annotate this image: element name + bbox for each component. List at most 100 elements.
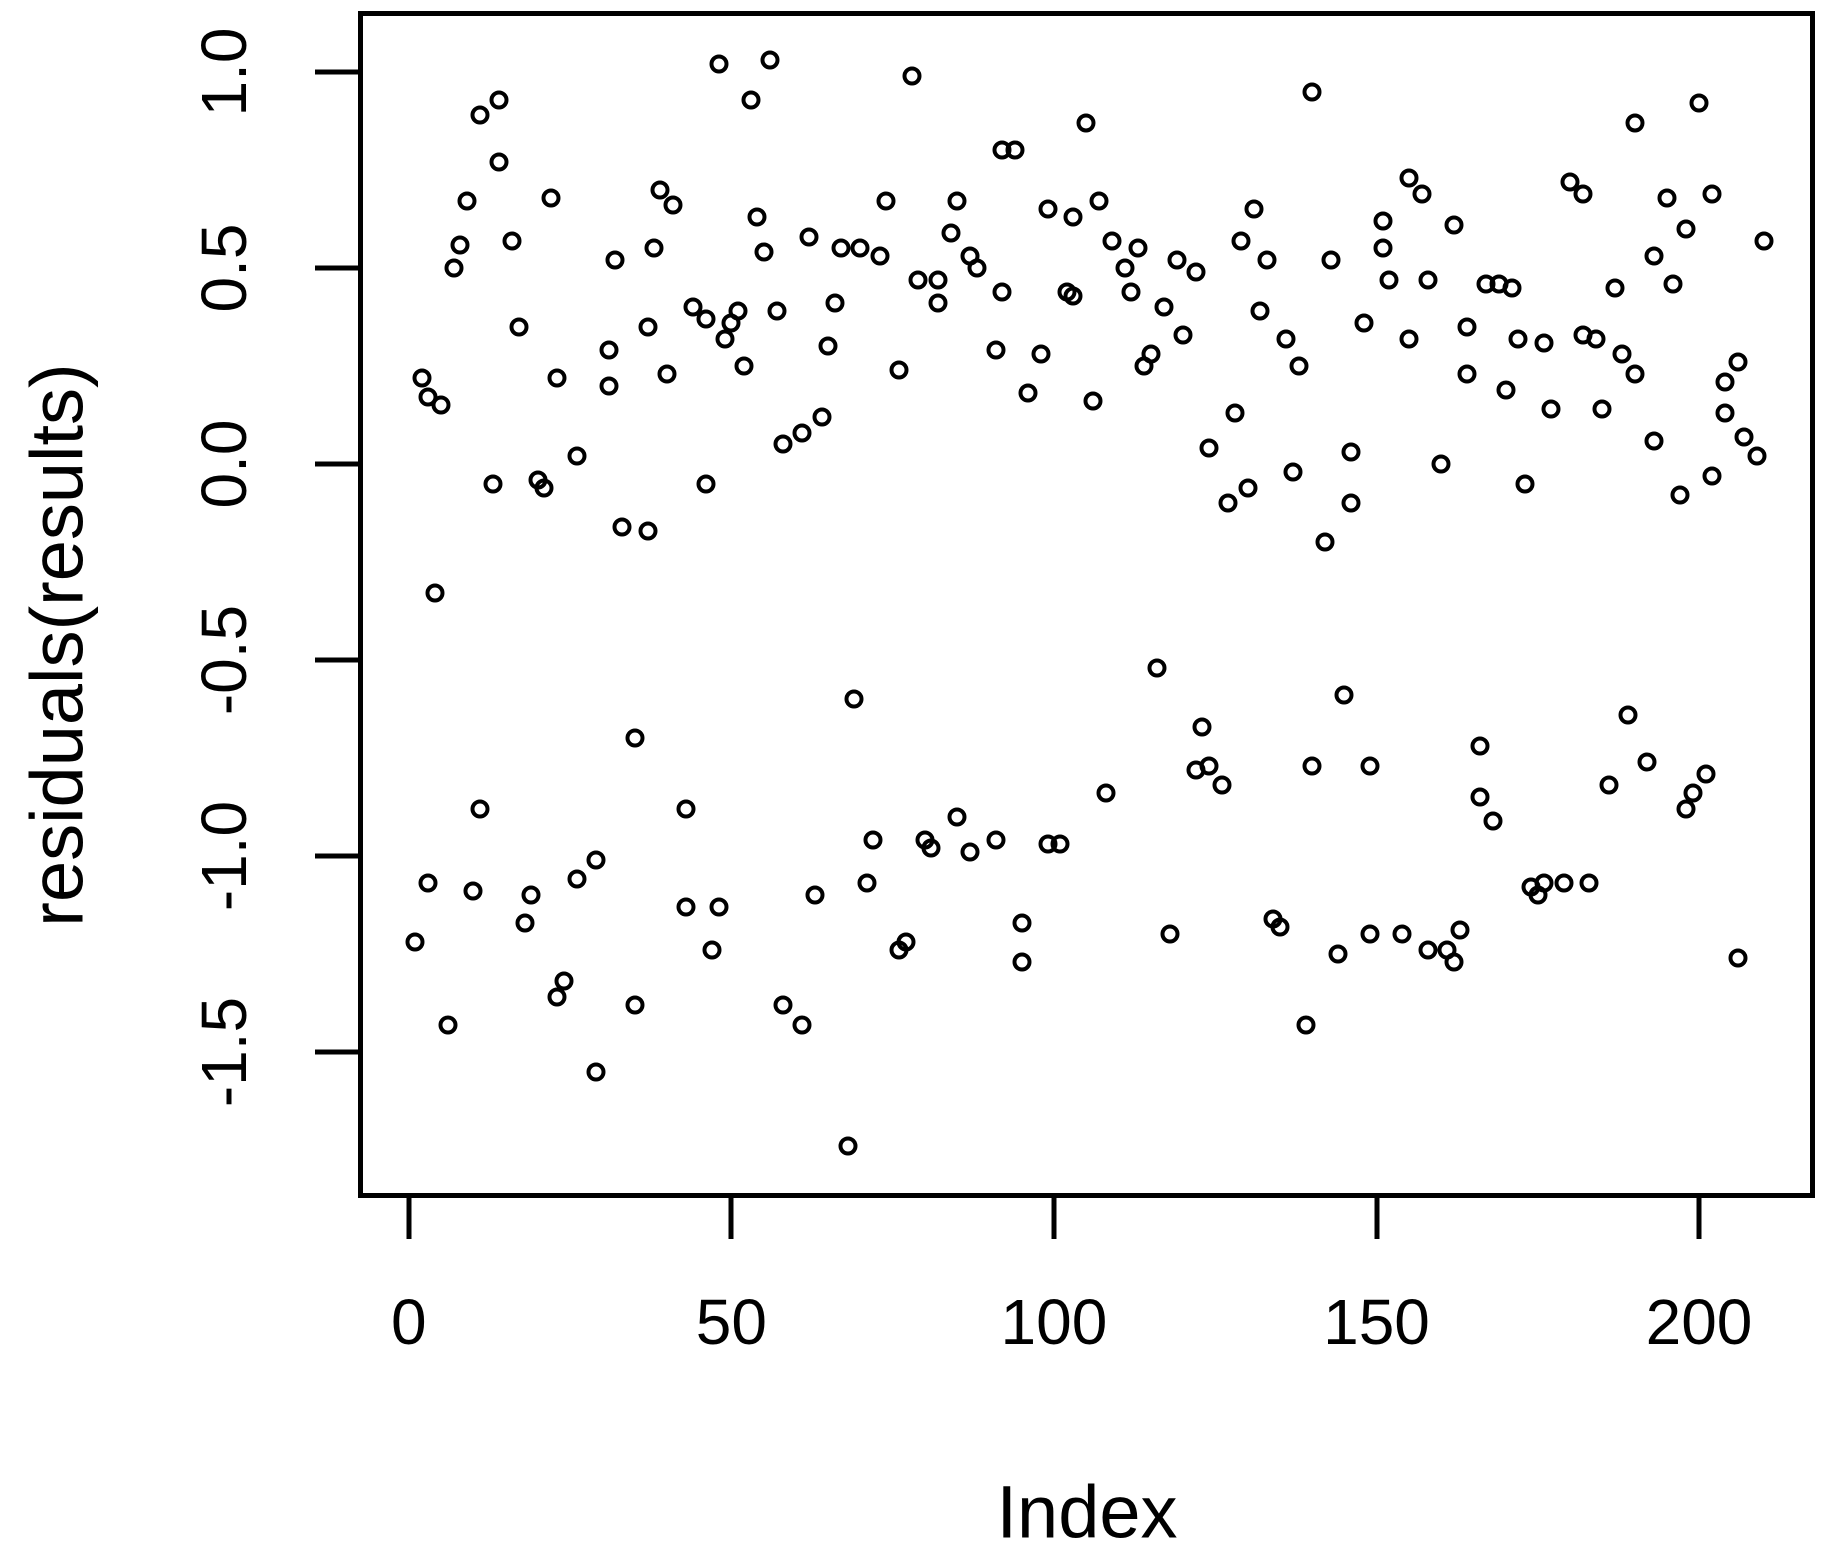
data-point — [1038, 199, 1057, 219]
data-point — [1637, 752, 1657, 772]
data-point — [773, 434, 793, 454]
data-point — [509, 317, 528, 337]
data-point — [1328, 944, 1348, 964]
data-point — [1605, 278, 1625, 298]
data-point — [1173, 325, 1193, 345]
data-point — [650, 180, 670, 200]
data-point — [1283, 462, 1303, 482]
data-point — [1715, 372, 1735, 392]
data-point — [1670, 485, 1690, 505]
data-point — [547, 987, 567, 1007]
data-point — [799, 227, 819, 247]
data-point — [515, 913, 535, 933]
data-point — [586, 1062, 606, 1081]
data-point — [741, 90, 761, 109]
data-point — [1186, 262, 1206, 282]
data-point — [1508, 329, 1528, 349]
data-point — [1341, 442, 1361, 462]
data-point — [825, 293, 845, 313]
data-point — [1218, 493, 1238, 513]
data-point — [715, 329, 735, 349]
data-point — [1644, 246, 1664, 266]
data-point — [986, 340, 1006, 360]
data-point — [1496, 380, 1515, 399]
data-point — [870, 246, 890, 266]
x-tick-label: 0 — [391, 1286, 427, 1358]
data-point — [928, 270, 948, 290]
data-point — [921, 838, 941, 858]
y-axis-label: residuals(results) — [15, 363, 99, 927]
data-point — [986, 830, 1006, 850]
data-point — [1612, 344, 1632, 364]
data-point — [902, 66, 922, 86]
data-point — [638, 521, 657, 541]
y-tick-label: 0.0 — [188, 419, 260, 509]
data-point — [850, 238, 870, 258]
data-point — [1431, 454, 1451, 474]
data-point — [1676, 219, 1696, 239]
data-point — [1076, 113, 1096, 133]
data-point — [1657, 188, 1677, 207]
data-point — [683, 297, 703, 317]
data-point — [1683, 783, 1703, 803]
data-point — [754, 242, 774, 262]
data-point — [470, 799, 490, 819]
data-point — [457, 191, 477, 211]
data-point — [638, 317, 657, 337]
x-axis-label: Index — [996, 1470, 1178, 1554]
data-point — [1212, 775, 1232, 795]
data-point — [483, 474, 503, 494]
data-point — [567, 869, 586, 889]
data-point — [599, 340, 619, 360]
data-point — [605, 250, 625, 270]
data-point — [1644, 431, 1664, 450]
data-point — [1096, 783, 1115, 803]
data-point — [521, 885, 541, 905]
data-point — [1302, 756, 1322, 776]
data-point — [1728, 352, 1748, 372]
data-point — [1050, 834, 1070, 854]
data-point — [1399, 168, 1419, 188]
data-point — [844, 689, 864, 709]
data-point — [1296, 1015, 1315, 1034]
x-tick-mark — [728, 1193, 734, 1239]
data-point — [663, 195, 683, 215]
x-tick-mark — [1051, 1193, 1057, 1239]
data-point — [831, 238, 851, 258]
data-point — [805, 885, 825, 905]
data-point — [625, 995, 645, 1015]
data-point — [696, 309, 716, 329]
data-point — [1663, 274, 1683, 294]
data-point — [450, 235, 470, 254]
data-point — [1063, 207, 1083, 227]
data-point — [773, 995, 793, 1015]
data-point — [1341, 493, 1361, 513]
data-point — [1192, 717, 1212, 737]
data-point — [1444, 215, 1464, 235]
data-point — [1418, 270, 1438, 290]
data-point — [1502, 278, 1522, 298]
data-point — [1257, 250, 1277, 270]
data-point — [1115, 258, 1135, 278]
data-point — [1270, 917, 1290, 936]
data-point — [1141, 344, 1161, 364]
data-point — [1199, 438, 1219, 458]
data-point — [1418, 940, 1438, 960]
data-point — [863, 830, 883, 850]
data-point — [1592, 399, 1612, 419]
data-point — [1457, 364, 1477, 384]
data-point — [702, 940, 722, 960]
data-point — [1289, 356, 1309, 376]
data-point — [1012, 913, 1032, 933]
data-point — [1250, 301, 1270, 321]
y-tick-mark — [315, 461, 363, 467]
data-point — [1154, 297, 1174, 317]
data-point — [728, 301, 748, 321]
data-point — [1244, 199, 1264, 219]
data-point — [1147, 658, 1167, 678]
data-point — [612, 517, 632, 537]
data-point — [696, 474, 716, 494]
data-point — [412, 368, 432, 388]
y-tick-label: 0.5 — [188, 223, 260, 313]
